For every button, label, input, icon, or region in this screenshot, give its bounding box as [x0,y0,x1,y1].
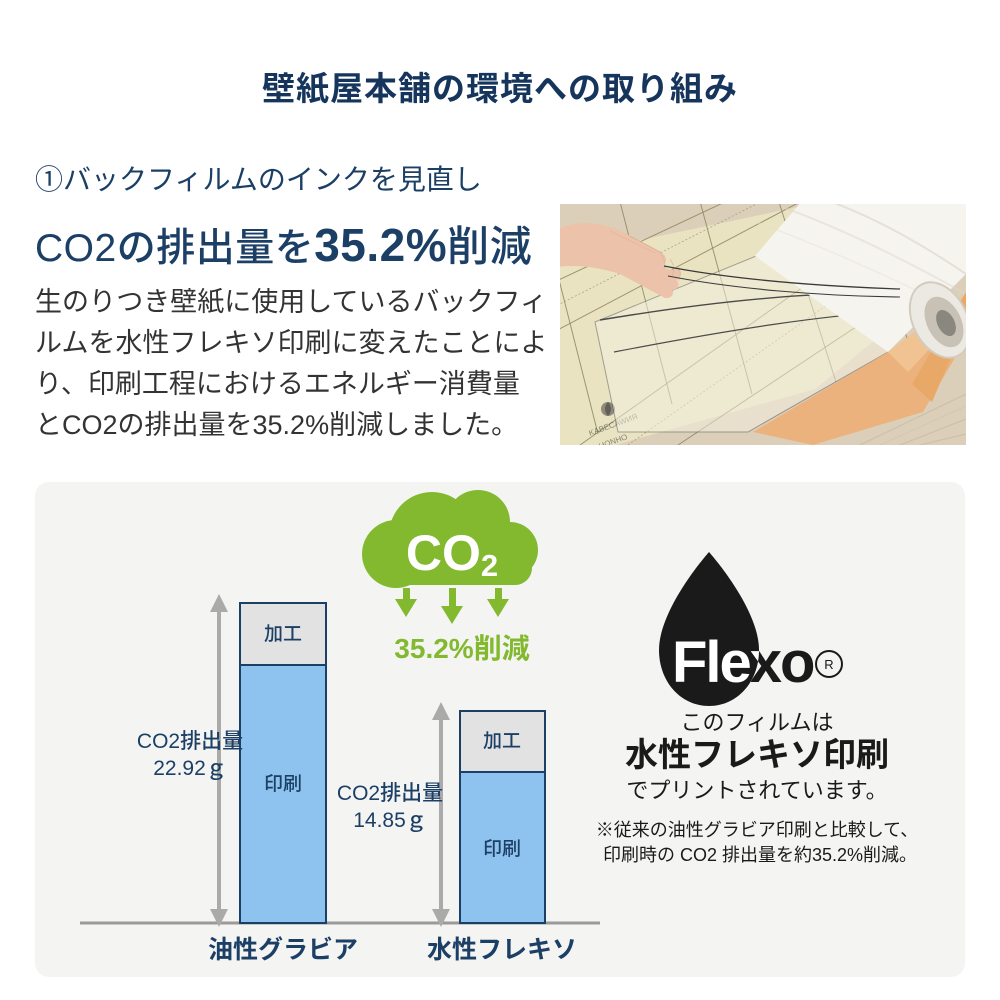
svg-text:印刷: 印刷 [483,838,521,860]
svg-text:CO2排出量: CO2排出量 [337,782,443,805]
svg-text:油性グラビア: 油性グラビア [208,935,358,964]
svg-text:14.85ｇ: 14.85ｇ [353,809,427,832]
svg-text:印刷時の CO2 排出量を約35.2%削減。: 印刷時の CO2 排出量を約35.2%削減。 [603,845,917,865]
svg-text:CO2排出量: CO2排出量 [137,730,243,753]
svg-text:R: R [824,657,833,672]
svg-text:水性フレキソ: 水性フレキソ [427,936,577,964]
svg-text:印刷: 印刷 [264,773,302,795]
svg-text:加工: 加工 [264,623,302,645]
svg-text:このフィルムは: このフィルムは [680,710,833,735]
svg-text:22.92ｇ: 22.92ｇ [153,757,227,780]
svg-text:水性フレキソ印刷: 水性フレキソ印刷 [625,736,889,773]
svg-text:※従来の油性グラビア印刷と比較して、: ※従来の油性グラビア印刷と比較して、 [596,820,919,840]
svg-text:でプリントされています。: でプリントされています。 [626,778,887,803]
svg-text:35.2%削減: 35.2%削減 [394,633,529,664]
svg-text:加工: 加工 [483,730,521,752]
